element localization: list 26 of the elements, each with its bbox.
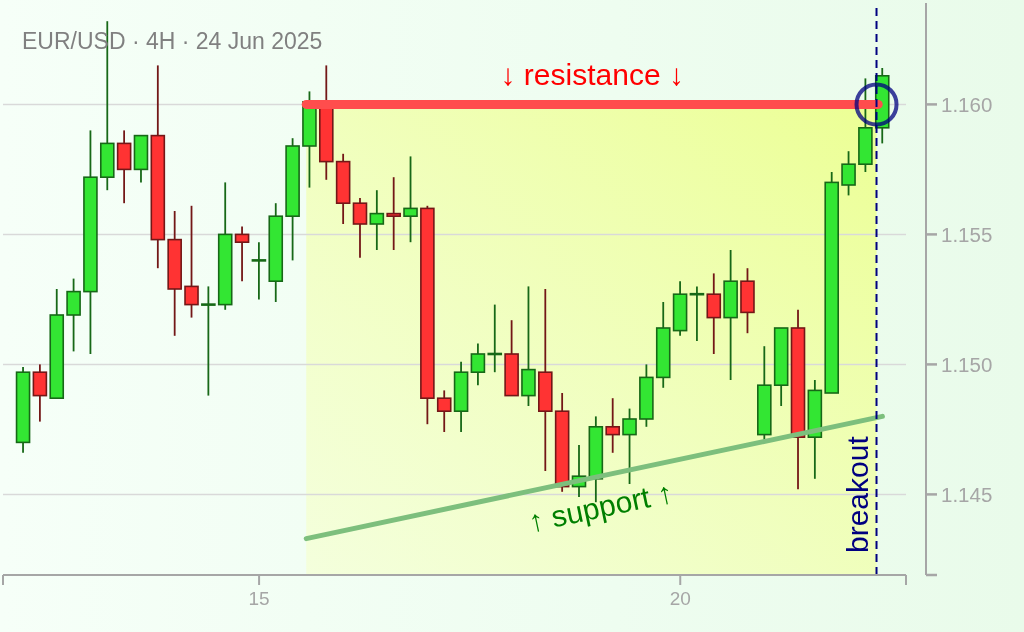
- candlestick: [470, 342, 486, 387]
- candlestick: [436, 389, 452, 433]
- candlestick: [32, 363, 48, 423]
- y-tick-label: 1.160: [941, 92, 993, 116]
- y-tick-label: 1.150: [941, 352, 993, 376]
- text: ↑ support ↑: [525, 475, 676, 539]
- candlestick: [841, 150, 856, 197]
- candlestick: [386, 176, 401, 251]
- candlestick: [706, 272, 722, 355]
- y-tick-label: 1.155: [941, 222, 993, 246]
- candlestick: [184, 204, 199, 319]
- candlestick: [251, 241, 267, 301]
- candlestick: [403, 155, 418, 244]
- x-tick-label: 20: [669, 588, 691, 610]
- series-label: ↓ resistance ↓: [500, 57, 684, 91]
- candlestick: [689, 285, 705, 342]
- candlestick: [201, 285, 216, 397]
- candlestick: [605, 397, 620, 454]
- x-tick-label: 15: [248, 588, 270, 610]
- candlestick: [234, 225, 250, 283]
- candlestick: [622, 407, 637, 485]
- y-tick-label: 1.145: [941, 482, 993, 506]
- candlestick: [369, 189, 385, 251]
- ref-line-label: breakout: [840, 435, 874, 553]
- candlestick: [352, 197, 368, 259]
- candlestick: [66, 277, 81, 353]
